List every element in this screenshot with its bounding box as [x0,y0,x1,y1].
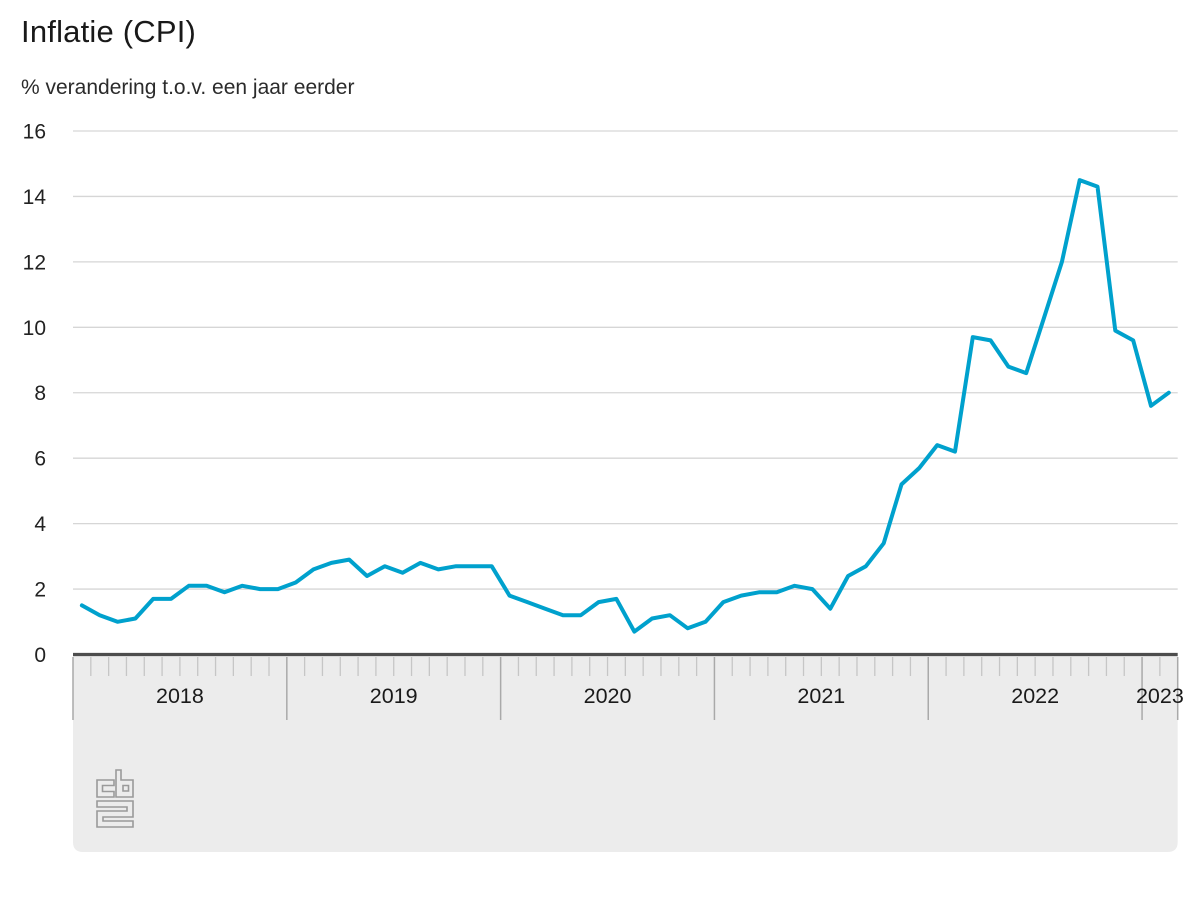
y-axis-label: 12 [23,251,46,274]
cbs-logo-glyph-b [115,769,134,798]
x-axis-year-label: 2019 [370,684,418,708]
x-axis-band [73,656,1178,852]
x-axis-year-label: 2020 [584,684,632,708]
y-axis-label: 8 [34,382,46,405]
y-axis-label: 0 [34,644,46,667]
x-axis-year-label: 2022 [1011,684,1059,708]
y-axis-label: 10 [23,317,46,340]
y-axis-label: 14 [23,186,47,209]
x-axis-year-label: 2023 [1136,684,1184,708]
inflation-cpi-line [79,178,1171,634]
y-axis-label: 4 [34,513,46,536]
y-axis-label: 2 [34,579,46,602]
chart-title: Inflatie (CPI) [21,14,197,49]
chart-subtitle: % verandering t.o.v. een jaar eerder [21,76,355,99]
y-axis-label: 16 [23,120,46,143]
cbs-logo-glyph-c [96,779,115,798]
cbs-logo [96,769,134,828]
x-axis-year-label: 2021 [797,684,845,708]
x-axis-year-label: 2018 [156,684,204,708]
y-axis-label: 6 [34,448,46,471]
cbs-logo-glyph-s [96,800,134,828]
